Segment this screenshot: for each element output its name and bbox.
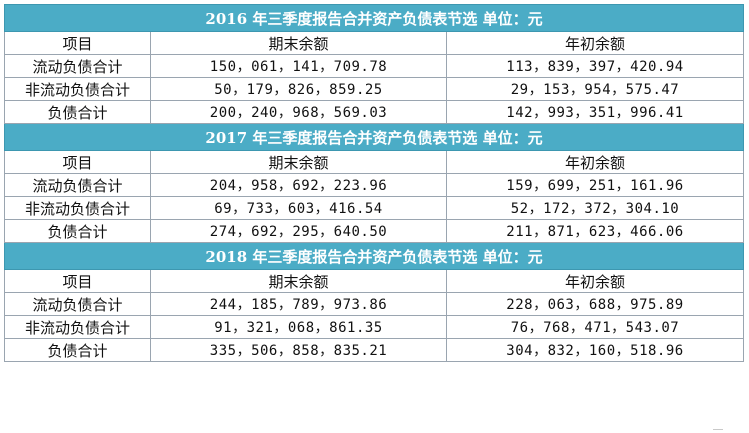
row-label: 负债合计 [4, 100, 151, 124]
header-year-begin: 年初余额 [446, 269, 744, 293]
section-title-row: 2017 年三季度报告合并资产负债表节选 单位：元 [4, 123, 744, 151]
table-row: 流动负债合计 204，958，692，223.96 159，699，251，16… [4, 173, 744, 197]
section-title-row: 2016 年三季度报告合并资产负债表节选 单位：元 [4, 4, 744, 32]
table-row: 流动负债合计 244，185，789，973.86 228，063，688，97… [4, 292, 744, 316]
period-end-value: 91，321，068，861.35 [150, 315, 447, 339]
watermark-mark [713, 429, 723, 433]
row-label: 负债合计 [4, 338, 151, 362]
period-end-value: 150，061，141，709.78 [150, 54, 447, 78]
section-title-row: 2018 年三季度报告合并资产负债表节选 单位：元 [4, 242, 744, 270]
header-item: 项目 [4, 269, 151, 293]
row-label: 负债合计 [4, 219, 151, 243]
period-end-value: 204，958，692，223.96 [150, 173, 447, 197]
header-item: 项目 [4, 31, 151, 55]
year-begin-value: 52，172，372，304.10 [446, 196, 744, 220]
year-begin-value: 304，832，160，518.96 [446, 338, 744, 362]
header-item: 项目 [4, 150, 151, 174]
table-row: 流动负债合计 150，061，141，709.78 113，839，397，42… [4, 54, 744, 78]
period-end-value: 69，733，603，416.54 [150, 196, 447, 220]
table-row: 负债合计 274，692，295，640.50 211，871，623，466.… [4, 219, 744, 243]
period-end-value: 50，179，826，859.25 [150, 77, 447, 101]
table-row: 非流动负债合计 69，733，603，416.54 52，172，372，304… [4, 196, 744, 220]
header-period-end: 期末余额 [150, 150, 447, 174]
table-row: 负债合计 335，506，858，835.21 304，832，160，518.… [4, 338, 744, 362]
header-year-begin: 年初余额 [446, 150, 744, 174]
header-period-end: 期末余额 [150, 31, 447, 55]
row-label: 流动负债合计 [4, 173, 151, 197]
period-end-value: 274，692，295，640.50 [150, 219, 447, 243]
year-begin-value: 76，768，471，543.07 [446, 315, 744, 339]
section-title-2016: 2016 年三季度报告合并资产负债表节选 单位：元 [4, 4, 744, 32]
year-begin-value: 228，063，688，975.89 [446, 292, 744, 316]
balance-sheet-table: 2016 年三季度报告合并资产负债表节选 单位：元 项目 期末余额 年初余额 流… [4, 4, 744, 362]
header-year-begin: 年初余额 [446, 31, 744, 55]
year-begin-value: 159，699，251，161.96 [446, 173, 744, 197]
table-row: 负债合计 200，240，968，569.03 142，993，351，996.… [4, 100, 744, 124]
table-row: 非流动负债合计 91，321，068，861.35 76，768，471，543… [4, 315, 744, 339]
section-title-2017: 2017 年三季度报告合并资产负债表节选 单位：元 [4, 123, 744, 151]
column-header-row: 项目 期末余额 年初余额 [4, 269, 744, 293]
year-begin-value: 29，153，954，575.47 [446, 77, 744, 101]
column-header-row: 项目 期末余额 年初余额 [4, 31, 744, 55]
row-label: 流动负债合计 [4, 54, 151, 78]
period-end-value: 244，185，789，973.86 [150, 292, 447, 316]
period-end-value: 200，240，968，569.03 [150, 100, 447, 124]
table-row: 非流动负债合计 50，179，826，859.25 29，153，954，575… [4, 77, 744, 101]
row-label: 流动负债合计 [4, 292, 151, 316]
period-end-value: 335，506，858，835.21 [150, 338, 447, 362]
section-title-2018: 2018 年三季度报告合并资产负债表节选 单位：元 [4, 242, 744, 270]
column-header-row: 项目 期末余额 年初余额 [4, 150, 744, 174]
year-begin-value: 211，871，623，466.06 [446, 219, 744, 243]
row-label: 非流动负债合计 [4, 315, 151, 339]
row-label: 非流动负债合计 [4, 196, 151, 220]
header-period-end: 期末余额 [150, 269, 447, 293]
year-begin-value: 142，993，351，996.41 [446, 100, 744, 124]
year-begin-value: 113，839，397，420.94 [446, 54, 744, 78]
row-label: 非流动负债合计 [4, 77, 151, 101]
